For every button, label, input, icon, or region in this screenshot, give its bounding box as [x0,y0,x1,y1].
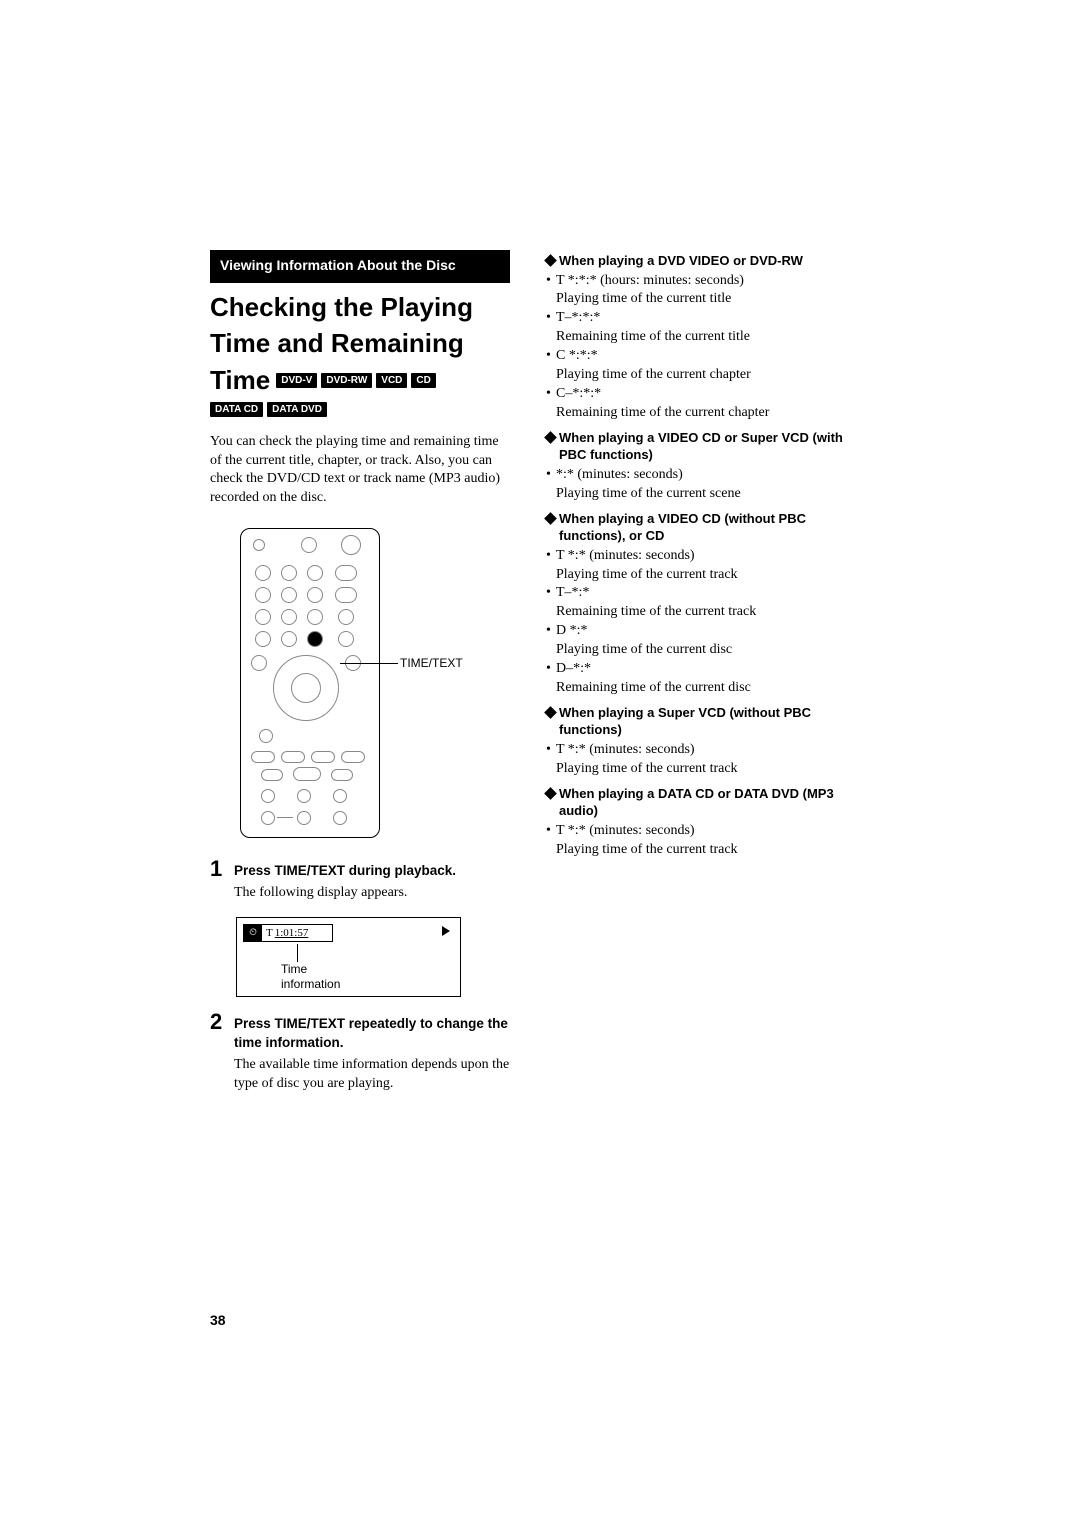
right-heading: When playing a DATA CD or DATA DVD (MP3 … [546,785,866,820]
display-t-label: T [264,927,275,939]
time-text-button-icon [307,631,323,647]
page-number: 38 [210,1312,226,1328]
list-item-desc: Playing time of the current track [546,760,866,779]
list-item-desc: Remaining time of the current disc [546,679,866,698]
diamond-icon [544,787,557,800]
section-header: Viewing Information About the Disc [210,250,510,283]
right-heading: When playing a Super VCD (without PBC fu… [546,704,866,739]
badge-row-2: DATA CD DATA DVD [210,402,510,417]
intro-paragraph: You can check the playing time and remai… [210,433,510,509]
list-item-code: *:* (minutes: seconds) [546,466,866,485]
page-title-line2: Time and Remaining [210,329,510,359]
left-column: Viewing Information About the Disc Check… [210,250,510,1108]
badge-data-dvd: DATA DVD [267,402,327,417]
list-item-code: T *:* (minutes: seconds) [546,741,866,760]
right-column: When playing a DVD VIDEO or DVD-RW T *:*:… [546,250,866,1108]
list-item-desc: Playing time of the current title [546,290,866,309]
display-time-value: 1:01:57 [275,927,309,939]
step-1-text: The following display appears. [234,884,510,903]
right-heading-text: When playing a DVD VIDEO or DVD-RW [559,252,803,270]
right-heading-text: When playing a VIDEO CD or Super VCD (wi… [559,429,866,464]
display-caption: Time information [281,962,340,992]
list-item-desc: Playing time of the current scene [546,485,866,504]
diamond-icon [544,254,557,267]
diamond-icon [544,431,557,444]
list-item-code: T *:*:* (hours: minutes: seconds) [546,272,866,291]
title-word-time: Time [210,365,270,396]
diamond-icon [544,706,557,719]
list-item-code: C–*:*:* [546,385,866,404]
right-heading: When playing a DVD VIDEO or DVD-RW [546,252,866,270]
page-title-line1: Checking the Playing [210,293,510,323]
remote-callout-label: TIME/TEXT [400,656,463,670]
right-list: T *:* (minutes: seconds)Playing time of … [546,741,866,779]
list-item-code: C *:*:* [546,347,866,366]
right-list: T *:*:* (hours: minutes: seconds)Playing… [546,272,866,423]
list-item-desc: Remaining time of the current title [546,328,866,347]
list-item-desc: Playing time of the current track [546,841,866,860]
right-list: T *:* (minutes: seconds)Playing time of … [546,822,866,860]
step-2-heading: Press TIME/TEXT repeatedly to change the… [234,1015,510,1051]
list-item-code: D–*:* [546,660,866,679]
play-icon [442,926,450,936]
badge-dvd-rw: DVD-RW [321,373,372,388]
right-heading: When playing a VIDEO CD (without PBC fun… [546,510,866,545]
list-item-desc: Playing time of the current chapter [546,366,866,385]
callout-line [340,663,398,664]
right-heading-text: When playing a DATA CD or DATA DVD (MP3 … [559,785,866,820]
right-heading-text: When playing a Super VCD (without PBC fu… [559,704,866,739]
onscreen-display: ⏲ T 1:01:57 Time information [236,917,461,997]
badge-cd: CD [411,373,435,388]
right-heading: When playing a VIDEO CD or Super VCD (wi… [546,429,866,464]
badge-dvd-v: DVD-V [276,373,317,388]
list-item-desc: Playing time of the current track [546,566,866,585]
clock-icon: ⏲ [244,925,262,941]
list-item-code: T–*:* [546,584,866,603]
step-2-number: 2 [210,1011,226,1093]
step-2-text: The available time information depends u… [234,1056,510,1094]
step-1-number: 1 [210,858,226,903]
step-2: 2 Press TIME/TEXT repeatedly to change t… [210,1011,510,1093]
remote-illustration: TIME/TEXT [210,528,470,848]
right-list: *:* (minutes: seconds)Playing time of th… [546,466,866,504]
right-list: T *:* (minutes: seconds)Playing time of … [546,547,866,698]
list-item-code: T *:* (minutes: seconds) [546,547,866,566]
right-heading-text: When playing a VIDEO CD (without PBC fun… [559,510,866,545]
manual-page: Viewing Information About the Disc Check… [210,250,870,1108]
diamond-icon [544,512,557,525]
list-item-code: T *:* (minutes: seconds) [546,822,866,841]
badge-vcd: VCD [376,373,407,388]
badge-data-cd: DATA CD [210,402,263,417]
list-item-desc: Remaining time of the current track [546,603,866,622]
list-item-code: T–*:*:* [546,309,866,328]
step-1-heading: Press TIME/TEXT during playback. [234,862,510,880]
page-title-line3: Time DVD-V DVD-RW VCD CD [210,365,510,396]
list-item-desc: Remaining time of the current chapter [546,404,866,423]
step-1: 1 Press TIME/TEXT during playback. The f… [210,858,510,903]
list-item-code: D *:* [546,622,866,641]
list-item-desc: Playing time of the current disc [546,641,866,660]
